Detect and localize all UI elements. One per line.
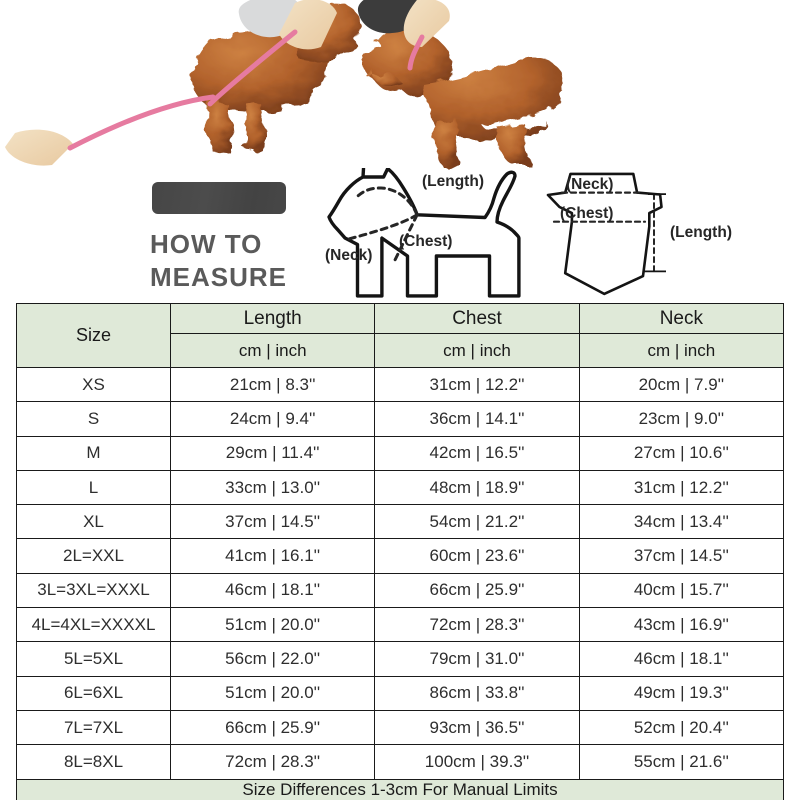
svg-text:(Neck): (Neck) [325, 247, 372, 264]
svg-text:(Chest): (Chest) [399, 233, 452, 250]
svg-text:(Length): (Length) [422, 173, 484, 190]
svg-text:(Chest): (Chest) [560, 205, 613, 222]
svg-text:(Neck): (Neck) [566, 176, 613, 193]
svg-text:(Length): (Length) [670, 224, 732, 241]
